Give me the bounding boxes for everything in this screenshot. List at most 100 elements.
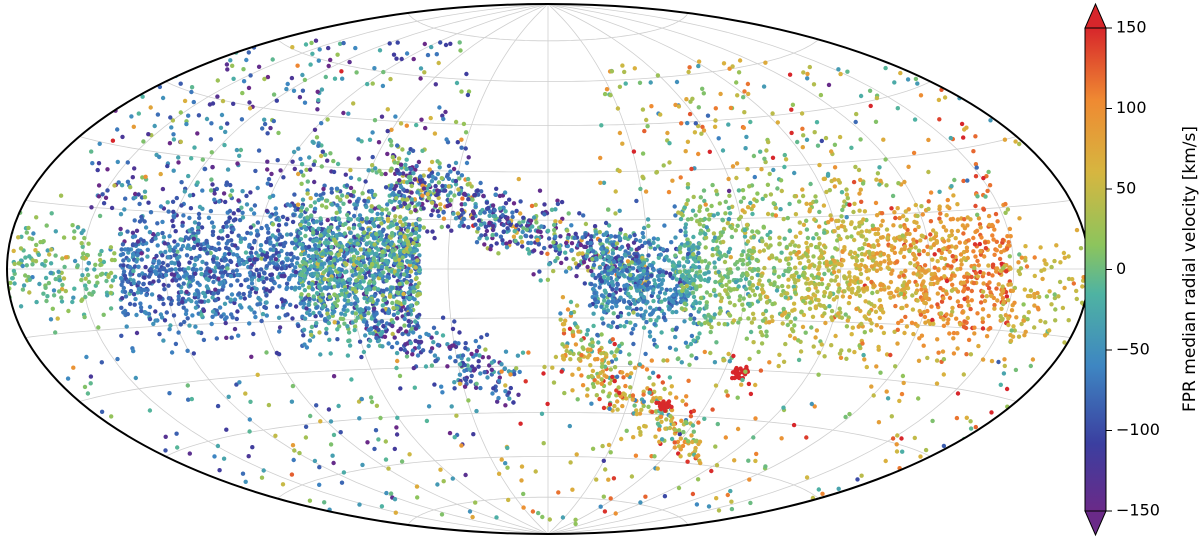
scatter-point	[674, 277, 680, 282]
scatter-point	[357, 284, 363, 290]
scatter-point	[44, 298, 49, 304]
scatter-point	[697, 331, 702, 336]
scatter-point	[972, 242, 978, 247]
scatter-point	[16, 261, 21, 266]
scatter-point	[56, 269, 61, 274]
scatter-point	[282, 298, 288, 303]
scatter-point	[881, 310, 886, 315]
scatter-point	[949, 288, 955, 293]
scatter-point	[638, 238, 643, 244]
scatter-point	[950, 305, 955, 311]
scatter-point	[911, 271, 916, 276]
scatter-point	[853, 164, 858, 170]
scatter-point	[941, 323, 947, 328]
scatter-point	[451, 211, 456, 216]
scatter-point	[852, 349, 857, 355]
scatter-point	[887, 291, 892, 296]
scatter-point	[171, 224, 176, 229]
scatter-point	[200, 259, 205, 265]
scatter-point	[645, 217, 651, 222]
scatter-point	[868, 328, 874, 333]
scatter-point	[82, 314, 87, 320]
scatter-point	[618, 227, 623, 232]
scatter-point	[641, 325, 647, 330]
scatter-point	[673, 334, 678, 340]
scatter-point	[359, 268, 365, 273]
scatter-point	[648, 317, 653, 323]
scatter-point	[969, 288, 974, 294]
scatter-point	[614, 241, 620, 246]
scatter-point	[372, 252, 377, 257]
scatter-point	[112, 251, 117, 256]
scatter-point	[591, 323, 596, 329]
scatter-point	[996, 282, 1001, 287]
scatter-point	[712, 260, 717, 265]
scatter-point	[324, 205, 329, 210]
scatter-point	[934, 276, 940, 281]
scatter-point	[139, 257, 144, 262]
scatter-point	[849, 220, 854, 225]
scatter-point	[854, 291, 859, 297]
scatter-point	[309, 324, 315, 330]
scatter-point	[327, 294, 333, 300]
scatter-point	[344, 262, 349, 267]
scatter-point	[151, 279, 156, 284]
scatter-point	[912, 263, 918, 268]
scatter-point	[797, 261, 803, 266]
scatter-point	[827, 304, 832, 309]
scatter-point	[658, 252, 663, 257]
scatter-point	[893, 215, 898, 221]
scatter-point	[295, 256, 300, 261]
scatter-point	[862, 330, 867, 335]
scatter-point	[412, 385, 417, 390]
scatter-point	[247, 290, 253, 295]
scatter-point	[551, 240, 556, 245]
scatter-point	[954, 316, 959, 321]
scatter-point	[479, 233, 484, 238]
scatter-point	[715, 211, 720, 216]
scatter-point	[929, 281, 934, 287]
scatter-point	[864, 237, 869, 242]
scatter-point	[660, 247, 666, 252]
scatter-point	[297, 242, 303, 247]
scatter-point	[537, 188, 543, 193]
scatter-point	[622, 324, 627, 329]
scatter-point	[23, 255, 28, 260]
scatter-point	[182, 319, 187, 325]
scatter-point	[118, 226, 123, 232]
scatter-point	[176, 273, 181, 279]
scatter-point	[921, 343, 926, 348]
scatter-point	[404, 280, 409, 285]
scatter-point	[545, 251, 550, 256]
scatter-point	[838, 355, 844, 360]
scatter-point	[267, 289, 273, 294]
scatter-point	[311, 239, 316, 244]
scatter-point	[133, 296, 138, 302]
scatter-point	[940, 247, 946, 252]
scatter-point	[776, 274, 782, 279]
scatter-point	[719, 254, 724, 259]
scatter-point	[904, 231, 909, 237]
scatter-point	[395, 225, 400, 231]
scatter-point	[140, 217, 145, 222]
scatter-point	[414, 275, 419, 281]
scatter-point	[964, 352, 969, 357]
scatter-point	[921, 279, 926, 284]
scatter-point	[669, 240, 674, 245]
scatter-point	[641, 312, 646, 318]
scatter-point	[923, 320, 928, 325]
scatter-point	[708, 293, 713, 298]
scatter-point	[627, 305, 632, 310]
scatter-point	[135, 239, 141, 244]
scatter-point	[137, 273, 142, 278]
scatter-point	[24, 230, 29, 235]
scatter-point	[288, 203, 293, 208]
scatter-point	[134, 330, 140, 336]
scatter-point	[51, 288, 57, 293]
scatter-point	[402, 217, 407, 222]
scatter-point	[792, 277, 797, 282]
scatter-point	[717, 201, 722, 206]
scatter-point	[276, 315, 282, 320]
scatter-point	[227, 208, 233, 214]
scatter-point	[462, 202, 468, 207]
